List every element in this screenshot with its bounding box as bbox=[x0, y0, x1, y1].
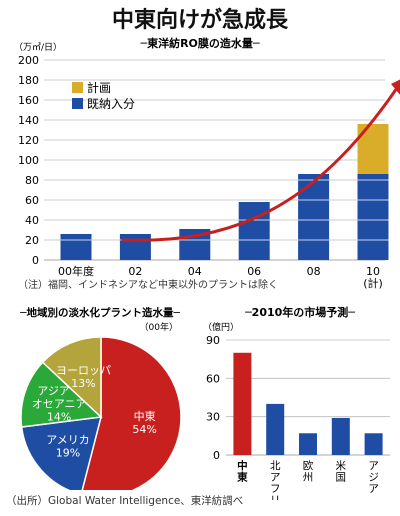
pie-slice-label: 13% bbox=[71, 377, 95, 390]
pie-slice bbox=[20, 361, 103, 428]
pie-slice-label: オセアニア bbox=[32, 397, 87, 410]
source-note: （出所）Global Water Intelligence、東洋紡調べ bbox=[6, 495, 244, 507]
legend-label-plan: 計画 bbox=[87, 80, 111, 95]
ro-membrane-bar-chart: ─東洋紡RO膜の造水量─（万㎥/日）0204060801001201401601… bbox=[14, 36, 400, 290]
x-tick-label: 08 bbox=[307, 265, 321, 278]
top-chart-title: ─東洋紡RO膜の造水量─ bbox=[139, 36, 259, 50]
bar-delivered bbox=[357, 174, 389, 260]
y-tick-label: 100 bbox=[18, 154, 39, 167]
x-tick-label: (計) bbox=[363, 276, 383, 290]
legend-label-delivered: 既納入分 bbox=[87, 97, 135, 111]
market-title: ─2010年の市場予測─ bbox=[244, 305, 355, 319]
y-tick-label: 60 bbox=[25, 194, 39, 207]
legend-swatch-delivered bbox=[72, 98, 83, 109]
pie-slice-label: 19% bbox=[56, 447, 80, 460]
top-chart-ylabel: （万㎥/日） bbox=[14, 42, 62, 53]
y-tick-label: 160 bbox=[18, 94, 39, 107]
x-tick-label: 米国 bbox=[336, 459, 347, 484]
pie-slice-label: 中東 bbox=[134, 410, 156, 423]
pie-title: ─地域別の淡水化プラント造水量─ bbox=[19, 306, 180, 319]
bar-delivered bbox=[238, 202, 270, 260]
market-ylabel: （億円） bbox=[203, 321, 239, 333]
pie-slice bbox=[41, 336, 102, 419]
market-bar bbox=[266, 403, 285, 455]
legend-swatch-plan bbox=[72, 82, 83, 93]
x-tick-label: 02 bbox=[128, 265, 142, 278]
pie-slice-label: アメリカ bbox=[46, 434, 89, 447]
x-tick-label: 10 bbox=[366, 265, 380, 278]
y-tick-label: 60 bbox=[206, 372, 220, 385]
trend-arrow-head bbox=[391, 79, 400, 95]
pie-slice-label: 54% bbox=[132, 423, 156, 436]
y-tick-label: 0 bbox=[32, 254, 39, 267]
x-tick-label: 中東 bbox=[237, 459, 248, 484]
pie-slice-label: ヨーロッパ bbox=[56, 364, 111, 377]
market-bar bbox=[331, 417, 350, 455]
y-tick-label: 140 bbox=[18, 114, 39, 127]
y-tick-label: 0 bbox=[213, 449, 220, 462]
pie-slice bbox=[20, 416, 103, 490]
pie-slice-label: 14% bbox=[47, 410, 71, 423]
x-tick-label: 北アフリカ bbox=[270, 460, 281, 500]
y-tick-label: 40 bbox=[25, 214, 39, 227]
y-tick-label: 200 bbox=[18, 54, 39, 67]
y-tick-label: 20 bbox=[25, 234, 39, 247]
bar-delivered bbox=[119, 234, 151, 260]
market-bar bbox=[233, 352, 252, 455]
bar-delivered bbox=[60, 234, 92, 260]
x-tick-label: 00年度 bbox=[58, 264, 94, 278]
y-tick-label: 80 bbox=[25, 174, 39, 187]
trend-arrow-line bbox=[121, 87, 399, 242]
pie-subtitle: （00年） bbox=[140, 321, 178, 333]
x-tick-label: 04 bbox=[188, 265, 202, 278]
market-bar bbox=[299, 433, 317, 455]
y-tick-label: 180 bbox=[18, 74, 39, 87]
main-title: 中東向けが急成長 bbox=[111, 7, 288, 33]
bar-delivered bbox=[298, 174, 330, 260]
market-bar bbox=[364, 433, 383, 455]
region-pie-chart: ─地域別の淡水化プラント造水量─（00年）中東54%アメリカ19%アジア・オセア… bbox=[19, 306, 182, 490]
x-tick-label: 欧州 bbox=[303, 460, 314, 484]
x-tick-label: 06 bbox=[247, 265, 261, 278]
y-tick-label: 90 bbox=[206, 334, 220, 347]
top-chart-note: （注）福岡、インドネシアなど中東以外のプラントは除く bbox=[18, 280, 278, 291]
y-tick-label: 30 bbox=[206, 411, 220, 424]
x-tick-label: アジア bbox=[368, 460, 379, 495]
pie-slice bbox=[81, 336, 182, 490]
y-tick-label: 120 bbox=[18, 134, 39, 147]
